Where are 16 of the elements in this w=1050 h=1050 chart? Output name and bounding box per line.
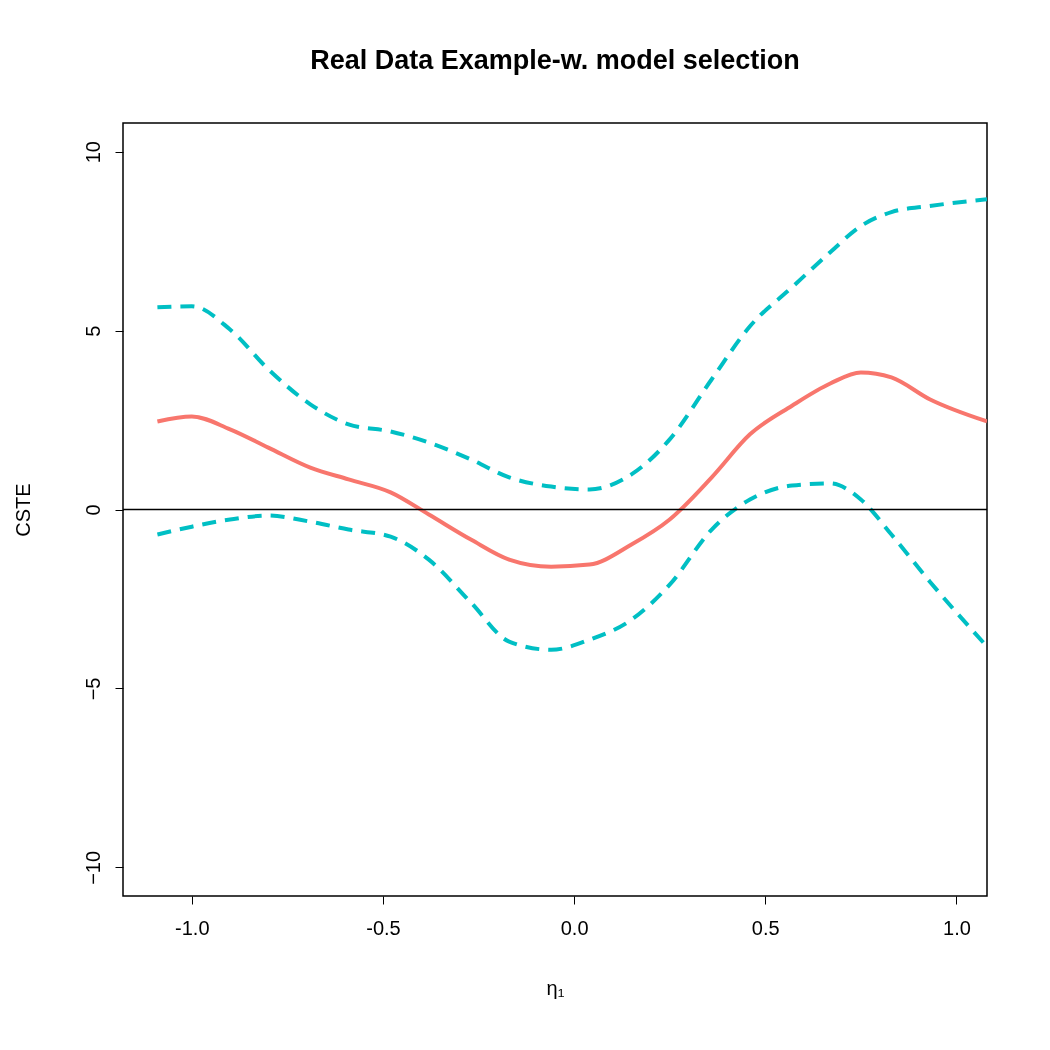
y-axis-title: CSTE: [11, 483, 34, 537]
y-tick-label: 10: [81, 141, 104, 164]
line-series: [155, 481, 987, 652]
y-tick-label: −5: [81, 677, 104, 701]
x-axis-title: η₁: [546, 976, 565, 999]
y-tick-label: 0: [81, 504, 104, 516]
x-tick-label: -1.0: [175, 916, 210, 939]
line-series: [155, 370, 987, 569]
x-tick-label: 0.5: [751, 916, 780, 939]
x-tick-label: -0.5: [366, 916, 401, 939]
x-tick-label: 0.0: [560, 916, 589, 939]
y-tick-label: 5: [81, 325, 104, 337]
x-tick-label: 1.0: [943, 916, 971, 939]
line-series: [155, 197, 987, 492]
chart-title: Real Data Example-w. model selection: [310, 45, 800, 75]
y-tick-label: −10: [81, 850, 104, 885]
